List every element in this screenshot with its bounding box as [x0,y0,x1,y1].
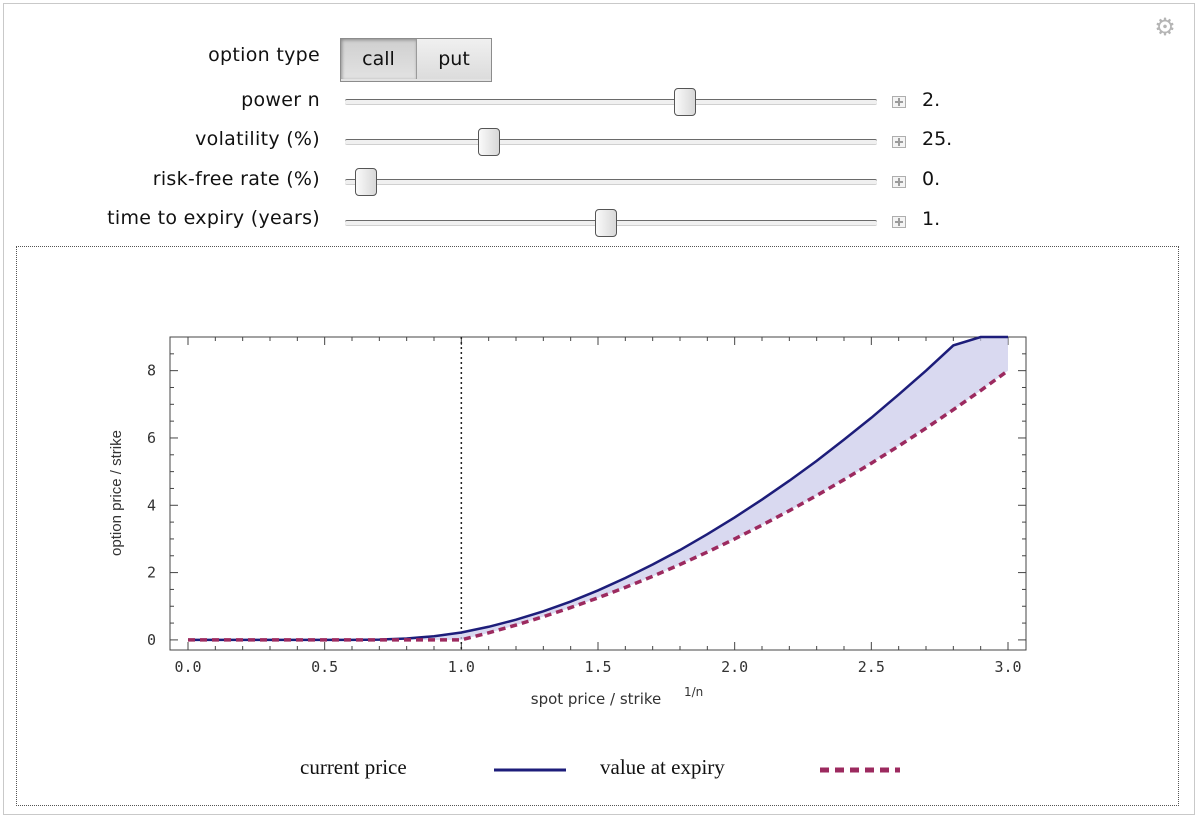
power-slider[interactable] [345,87,877,117]
y-tick-label: 6 [147,429,156,447]
expiry-label: time to expiry (years) [107,207,320,229]
y-tick-label: 2 [147,564,156,582]
expiry-value: 1. [922,208,941,230]
expiry-slider[interactable] [345,208,877,238]
call-button[interactable]: call [341,39,416,79]
y-tick-label: 0 [147,631,156,649]
legend-expiry-label: value at expiry [600,755,725,779]
chart-legend: current price value at expiry [0,755,1200,785]
volatility-value: 25. [922,128,953,150]
power-label: power n [241,89,320,111]
rate-label: risk-free rate (%) [152,168,320,190]
volatility-label: volatility (%) [195,128,320,150]
rate-slider-thumb[interactable] [355,168,378,196]
rate-slider-track [345,179,877,185]
legend-current-label: current price [300,755,407,779]
x-axis-label-exponent: 1/n [684,685,703,699]
gear-icon[interactable]: ⚙ [1154,13,1176,41]
x-tick-label: 3.0 [994,658,1021,676]
rate-value: 0. [922,168,941,190]
plot-frame [169,336,1027,651]
x-tick-label: 1.5 [584,658,611,676]
legend-current-swatch [494,768,566,772]
option-type-label: option type [208,44,320,66]
power-value: 2. [922,89,941,111]
volatility-expand-icon[interactable] [892,136,906,148]
x-tick-label: 2.0 [721,658,748,676]
y-axis-label: option price / strike [108,430,125,556]
x-tick-label: 1.0 [448,658,475,676]
option-type-selector[interactable]: call put [340,38,492,82]
rate-slider[interactable] [345,167,877,197]
y-tick-label: 8 [147,362,156,380]
volatility-slider-thumb[interactable] [477,128,500,156]
y-tick-label: 4 [147,496,156,514]
value-at-expiry-line [188,369,1010,642]
expiry-expand-icon[interactable] [892,216,906,228]
power-slider-thumb[interactable] [674,88,697,116]
expiry-slider-thumb[interactable] [594,209,617,237]
plot-panel [16,246,1179,806]
power-expand-icon[interactable] [892,96,906,108]
x-tick-label: 2.5 [858,658,885,676]
put-button[interactable]: put [416,39,491,79]
x-axis-label: spot price / strike [531,690,662,708]
volatility-slider-track [345,139,877,145]
power-slider-track [345,99,877,105]
legend-expiry-swatch [820,767,900,773]
rate-expand-icon[interactable] [892,176,906,188]
x-tick-label: 0.5 [311,658,338,676]
volatility-slider[interactable] [345,127,877,157]
x-tick-label: 0.0 [174,658,201,676]
